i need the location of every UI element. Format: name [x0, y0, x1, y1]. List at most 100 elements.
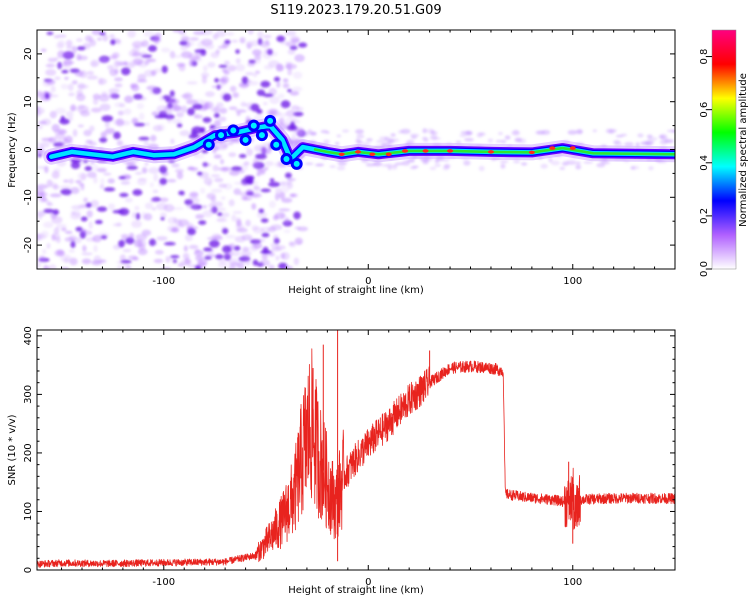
- spectrogram-noise-blob: [293, 211, 301, 220]
- spectrogram-noise-blob: [159, 212, 167, 219]
- spectrogram-noise-blob: [99, 137, 108, 143]
- spectrogram-noise-blob: [81, 252, 93, 256]
- spectrogram-noise-blob: [51, 123, 60, 132]
- spectrogram-noise-blob: [263, 34, 272, 39]
- spectrogram-noise-blob: [100, 178, 105, 185]
- spectrogram-noise-blob: [99, 184, 105, 189]
- spectrogram-noise-blob: [86, 75, 99, 80]
- ridge-blob-core: [273, 141, 280, 148]
- colorbar: 0.0 0.2 0.4 0.6 0.8 Normalized spectral ampl…: [699, 29, 749, 277]
- spectrogram-noise-blob: [259, 259, 271, 267]
- spectrogram-noise-blob: [235, 109, 247, 113]
- spectrogram-noise-blob: [310, 132, 317, 135]
- spectrogram-noise-blob: [215, 254, 224, 260]
- spectrogram-noise-blob: [294, 226, 301, 230]
- spectrogram-noise-blob: [499, 160, 509, 164]
- spectrogram-noise-blob: [90, 107, 102, 113]
- spectrogram-noise-blob: [45, 63, 55, 68]
- spectrogram-noise-blob: [197, 259, 208, 266]
- spectrogram-noise-blob: [241, 195, 249, 201]
- spectrogram-noise-blob: [253, 144, 265, 152]
- spectrogram-noise-blob: [131, 117, 139, 125]
- spectrogram-noise-blob: [231, 214, 237, 222]
- spectrogram-noise-blob: [68, 178, 74, 185]
- spectrogram-y-tick-label: -20: [23, 237, 34, 253]
- spectrogram-noise-blob: [70, 161, 81, 169]
- spectrogram-noise-blob: [68, 117, 74, 121]
- spectrogram-noise-blob: [53, 167, 61, 173]
- spectrogram-noise-blob: [144, 161, 149, 166]
- spectrogram-noise-blob: [137, 177, 148, 181]
- spectrogram-noise-blob: [152, 37, 162, 43]
- spectrogram-noise-blob: [76, 46, 86, 51]
- spectrogram-noise-blob: [158, 165, 168, 174]
- spectrogram-noise-blob: [478, 165, 485, 172]
- spectrogram-noise-blob: [96, 37, 103, 41]
- spectrogram-noise-blob: [72, 209, 81, 217]
- spectrogram-noise-blob: [77, 82, 86, 90]
- spectrogram-noise-blob: [400, 128, 411, 134]
- spectrogram-noise-blob: [53, 34, 60, 39]
- spectrogram-noise-blob: [112, 223, 122, 227]
- spectrogram-noise-blob: [182, 252, 190, 260]
- spectrogram-noise-blob: [225, 31, 235, 36]
- spectrogram-noise-blob: [254, 238, 266, 243]
- spectrogram-noise-blob: [221, 196, 226, 200]
- spectrogram-noise-blob: [68, 235, 77, 242]
- spectrogram-noise-blob: [423, 137, 429, 143]
- snr-y-tick-label: 300: [23, 385, 34, 404]
- spectrogram-noise-blob: [80, 173, 87, 181]
- spectrogram-noise-blob: [82, 244, 87, 253]
- spectrogram-noise-blob: [442, 158, 450, 162]
- spectrogram-noise-blob: [203, 162, 212, 167]
- spectrogram-noise-blob: [250, 39, 259, 47]
- spectrogram-noise-blob: [434, 163, 442, 168]
- spectrogram-noise-blob: [256, 168, 267, 172]
- spectrogram-noise-blob: [236, 111, 241, 116]
- spectrogram-noise-blob: [121, 264, 131, 269]
- spectrogram-noise-blob: [116, 140, 124, 146]
- spectrogram-noise-blob: [255, 153, 267, 160]
- spectrogram-noise-blob: [131, 212, 137, 219]
- spectrogram-noise-blob: [260, 80, 271, 88]
- spectrogram-noise-blob: [224, 39, 231, 45]
- spectrogram-noise-blob: [153, 241, 158, 246]
- spectrogram-noise-blob: [280, 181, 290, 187]
- spectrogram-noise-blob: [37, 184, 49, 190]
- spectrogram-noise-blob: [250, 103, 260, 112]
- spectrogram-noise-blob: [78, 183, 84, 187]
- spectrogram-noise-blob: [583, 161, 594, 164]
- spectrogram-noise-blob: [460, 131, 470, 135]
- ridge-hotspot: [369, 152, 376, 157]
- spectrogram-noise-blob: [559, 166, 566, 170]
- spectrogram-noise-blob: [269, 178, 275, 182]
- spectrogram-noise-blob: [194, 249, 201, 253]
- spectrogram-noise-blob: [192, 103, 203, 110]
- spectrogram-noise-blob: [241, 76, 249, 85]
- spectrogram-noise-blob: [592, 129, 597, 133]
- spectrogram-noise-blob: [40, 48, 47, 53]
- spectrogram-noise-blob: [207, 61, 216, 68]
- spectrogram-noise-blob: [51, 171, 60, 179]
- spectrogram-y-tick-label: 20: [23, 48, 34, 61]
- spectrogram-noise-blob: [292, 71, 303, 80]
- spectrogram-noise-blob: [179, 130, 191, 137]
- spectrogram-noise-blob: [141, 40, 149, 48]
- spectrogram-noise-blob: [114, 77, 123, 82]
- spectrogram-noise-blob: [138, 243, 146, 251]
- spectrogram-noise-blob: [134, 205, 140, 211]
- spectrogram-noise-blob: [176, 123, 183, 128]
- snr-y-label: SNR (10 * v/v): [7, 414, 18, 485]
- spectrogram-noise-blob: [261, 252, 268, 260]
- spectrogram-noise-blob: [47, 58, 58, 63]
- spectrogram-noise-blob: [71, 80, 78, 85]
- spectrogram-noise-blob: [117, 110, 124, 116]
- spectrogram-noise-blob: [218, 116, 227, 122]
- spectrogram-noise-blob: [165, 256, 171, 264]
- spectrogram-noise-blob: [177, 219, 189, 226]
- ridge-hotspot: [487, 150, 494, 154]
- spectrogram-noise-blob: [42, 248, 47, 255]
- spectrogram-noise-blob: [178, 63, 186, 72]
- spectrogram-noise-blob: [274, 192, 280, 201]
- spectrogram-noise-blob: [69, 257, 78, 266]
